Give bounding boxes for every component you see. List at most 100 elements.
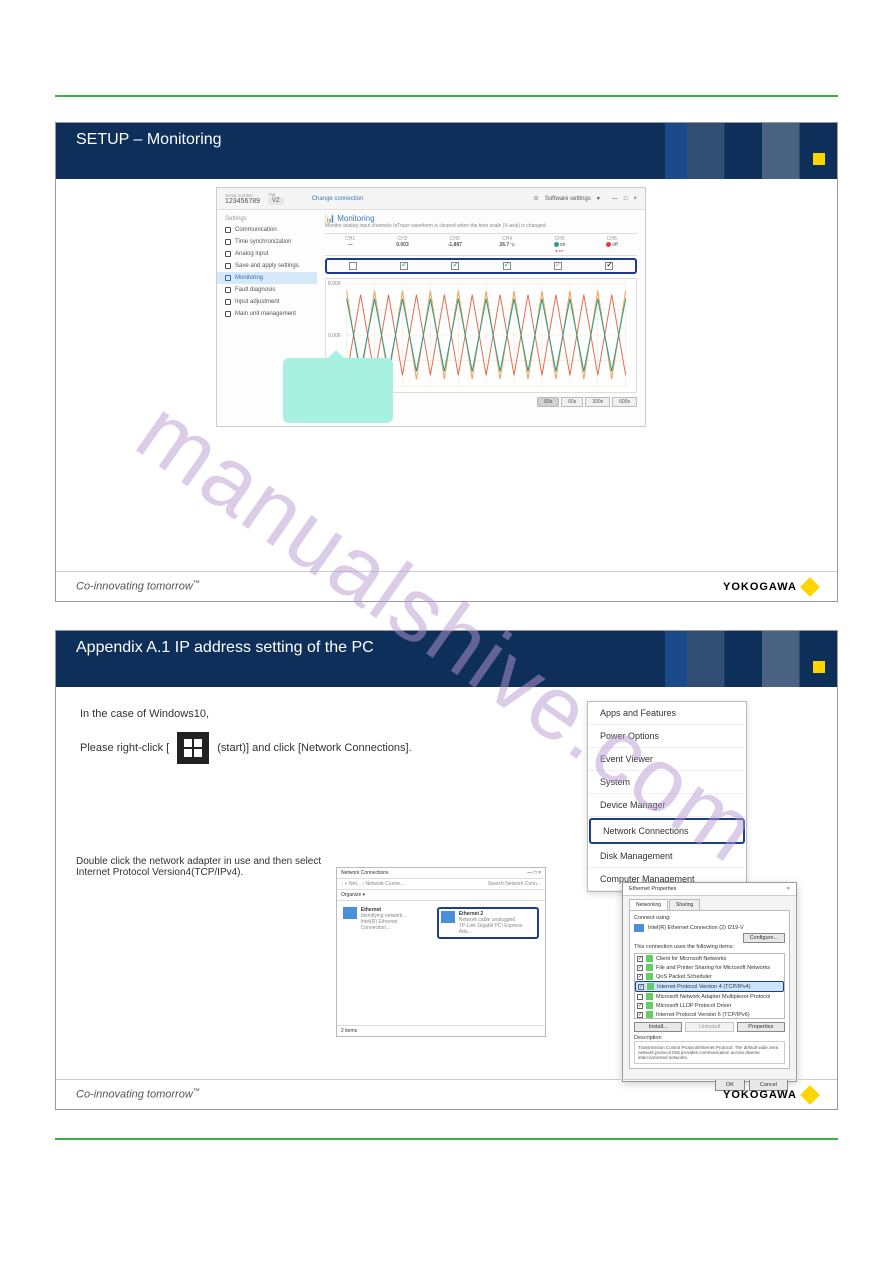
sidebar-heading: Settings [217, 214, 317, 224]
context-menu-item-event-viewer[interactable]: Event Viewer [588, 748, 746, 771]
y-axis-label-top: 8.000 [328, 281, 341, 287]
serial-value: 123456789 [225, 198, 260, 205]
network-connections-window: Network Connections — □ × ↑ « Net... › N… [336, 867, 546, 1037]
channel-header-row: CH1—CH20.003CH3-1.887CH426.7 °CCH5 on● e… [325, 233, 637, 256]
context-menu-item-disk-management[interactable]: Disk Management [588, 845, 746, 868]
ep-close-button[interactable]: × [787, 886, 790, 892]
close-button[interactable]: × [633, 196, 637, 202]
channel-checkbox-6[interactable] [605, 262, 613, 270]
channel-checkbox-5[interactable] [554, 262, 562, 270]
software-settings-dropdown[interactable]: Software settings [545, 196, 591, 202]
network-adapter-ethernet-2[interactable]: Ethernet 2Network cable unpluggedTP-Link… [437, 907, 539, 939]
nc-breadcrumb: ↑ « Net... › Network Conne... [341, 881, 404, 887]
start-context-menu: Apps and FeaturesPower OptionsEvent View… [587, 701, 747, 892]
gear-icon[interactable]: ⚙ [533, 195, 538, 202]
serial-group: Serial number 123456789 [225, 193, 260, 205]
sidebar-item-monitoring[interactable]: Monitoring [217, 272, 317, 284]
sidebar-item-time-synchronization[interactable]: Time synchronization [217, 236, 317, 248]
uninstall-button[interactable]: Uninstall [685, 1022, 733, 1032]
protocol-label: QoS Packet Scheduler [656, 974, 712, 980]
slide1-footer: Co-innovating tomorrow™ YOKOGAWA [56, 571, 837, 601]
slide2-body: In the case of Windows10, Please right-c… [56, 687, 837, 1079]
channel-checkbox-2[interactable] [400, 262, 408, 270]
ep-tab-networking[interactable]: Networking [629, 899, 668, 910]
brand-diamond-icon [800, 1085, 820, 1105]
protocol-label: File and Printer Sharing for Microsoft N… [656, 965, 770, 971]
step2-text: Double click the network adapter in use … [76, 856, 336, 878]
sidebar-icon [225, 263, 231, 269]
sidebar-item-save-and-apply-settings[interactable]: Save and apply settings [217, 260, 317, 272]
protocol-item[interactable]: ✓Internet Protocol Version 6 (TCP/IPv6) [635, 1010, 784, 1019]
context-menu-item-device-manager[interactable]: Device Manager [588, 794, 746, 817]
protocol-checkbox[interactable]: ✓ [637, 1003, 643, 1009]
monitor-icon: 📊 [325, 214, 335, 223]
accent-square-icon [813, 661, 825, 673]
sidebar-item-input-adjustment[interactable]: Input adjustment [217, 296, 317, 308]
protocol-icon [646, 993, 653, 1000]
time-scale-button-60s[interactable]: 60s [537, 397, 559, 407]
minimize-button[interactable]: — [612, 196, 618, 202]
nc-window-controls[interactable]: — □ × [527, 870, 541, 876]
ep-protocol-list[interactable]: ✓Client for Microsoft Networks✓File and … [634, 953, 785, 1019]
nc-toolbar[interactable]: Organize ▾ [337, 890, 545, 901]
channel-checkbox-1[interactable] [349, 262, 357, 270]
protocol-checkbox[interactable] [637, 994, 643, 1000]
app-titlebar: Serial number 123456789 Tag VZ Change co… [217, 188, 645, 210]
protocol-item[interactable]: ✓ QoS Packet Scheduler [635, 972, 784, 981]
properties-button[interactable]: Properties [737, 1022, 785, 1032]
channel-checkbox-3[interactable] [451, 262, 459, 270]
sidebar-item-fault-diagnosis[interactable]: Fault diagnosis [217, 284, 317, 296]
slide1-title: SETUP – Monitoring [76, 131, 817, 149]
sidebar-item-label: Save and apply settings [235, 263, 299, 269]
channel-checkbox-4[interactable] [503, 262, 511, 270]
dropdown-caret-icon[interactable]: ▾ [597, 195, 600, 202]
sidebar-item-label: Time synchronization [235, 239, 291, 245]
nc-titlebar: Network Connections — □ × [337, 868, 545, 879]
sidebar-item-main-unit-management[interactable]: Main unit management [217, 308, 317, 320]
protocol-item[interactable]: ✓Client for Microsoft Networks [635, 954, 784, 963]
footer-brand: YOKOGAWA [723, 1088, 817, 1102]
ep-panel: Connect using: Intel(R) Ethernet Connect… [629, 910, 790, 1069]
protocol-checkbox[interactable]: ✓ [637, 1012, 643, 1018]
protocol-checkbox[interactable]: ✓ [637, 956, 643, 962]
nc-address-bar[interactable]: ↑ « Net... › Network Conne... Search Net… [337, 879, 545, 890]
ep-tab-sharing[interactable]: Sharing [669, 899, 700, 910]
protocol-item[interactable]: ✓Internet Protocol Version 4 (TCP/IPv4) [635, 981, 784, 992]
network-adapter-ethernet[interactable]: EthernetIdentifying network...Intel(R) E… [343, 907, 427, 939]
channel-checkbox-row [325, 258, 637, 274]
nc-adapter-list: EthernetIdentifying network...Intel(R) E… [337, 901, 545, 945]
ep-list-label: This connection uses the following items… [634, 944, 785, 950]
context-menu-item-power-options[interactable]: Power Options [588, 725, 746, 748]
time-scale-button-300s[interactable]: 300s [585, 397, 610, 407]
maximize-button[interactable]: □ [624, 196, 628, 202]
protocol-checkbox[interactable]: ✓ [638, 984, 644, 990]
page-container: manualshive.com SETUP – Monitoring Seria… [0, 95, 893, 1140]
context-menu-item-system[interactable]: System [588, 771, 746, 794]
context-menu-item-apps-and-features[interactable]: Apps and Features [588, 702, 746, 725]
sidebar-item-label: Analog input [235, 251, 268, 257]
nc-search-input[interactable]: Search Network Conn... [488, 881, 541, 887]
configure-button[interactable]: Configure... [743, 933, 785, 943]
nc-title-text: Network Connections [341, 870, 389, 876]
context-menu-item-network-connections[interactable]: Network Connections [589, 818, 745, 844]
y-axis-label-mid: 0.000 [328, 333, 341, 339]
protocol-item[interactable]: Microsoft Network Adapter Multiplexor Pr… [635, 992, 784, 1001]
protocol-checkbox[interactable]: ✓ [637, 965, 643, 971]
monitoring-title-text: Monitoring [337, 214, 374, 223]
protocol-checkbox[interactable]: ✓ [637, 974, 643, 980]
sidebar-item-label: Monitoring [235, 275, 263, 281]
sidebar-item-analog-input[interactable]: Analog input [217, 248, 317, 260]
install-button[interactable]: Install... [634, 1022, 682, 1032]
bottom-divider [55, 1138, 838, 1140]
protocol-item[interactable]: ✓Microsoft LLDP Protocol Driver [635, 1001, 784, 1010]
slide2-header: Appendix A.1 IP address setting of the P… [56, 631, 837, 687]
change-connection-link[interactable]: Change connection [312, 196, 364, 202]
footer-tagline: Co-innovating tomorrow™ [76, 1088, 200, 1101]
time-scale-button-600s[interactable]: 600s [612, 397, 637, 407]
protocol-icon [646, 955, 653, 962]
time-scale-button-60s[interactable]: 60s [561, 397, 583, 407]
tag-value: VZ [268, 197, 284, 205]
sidebar-item-communication[interactable]: Communication [217, 224, 317, 236]
protocol-item[interactable]: ✓ File and Printer Sharing for Microsoft … [635, 963, 784, 972]
sidebar-item-label: Input adjustment [235, 299, 279, 305]
